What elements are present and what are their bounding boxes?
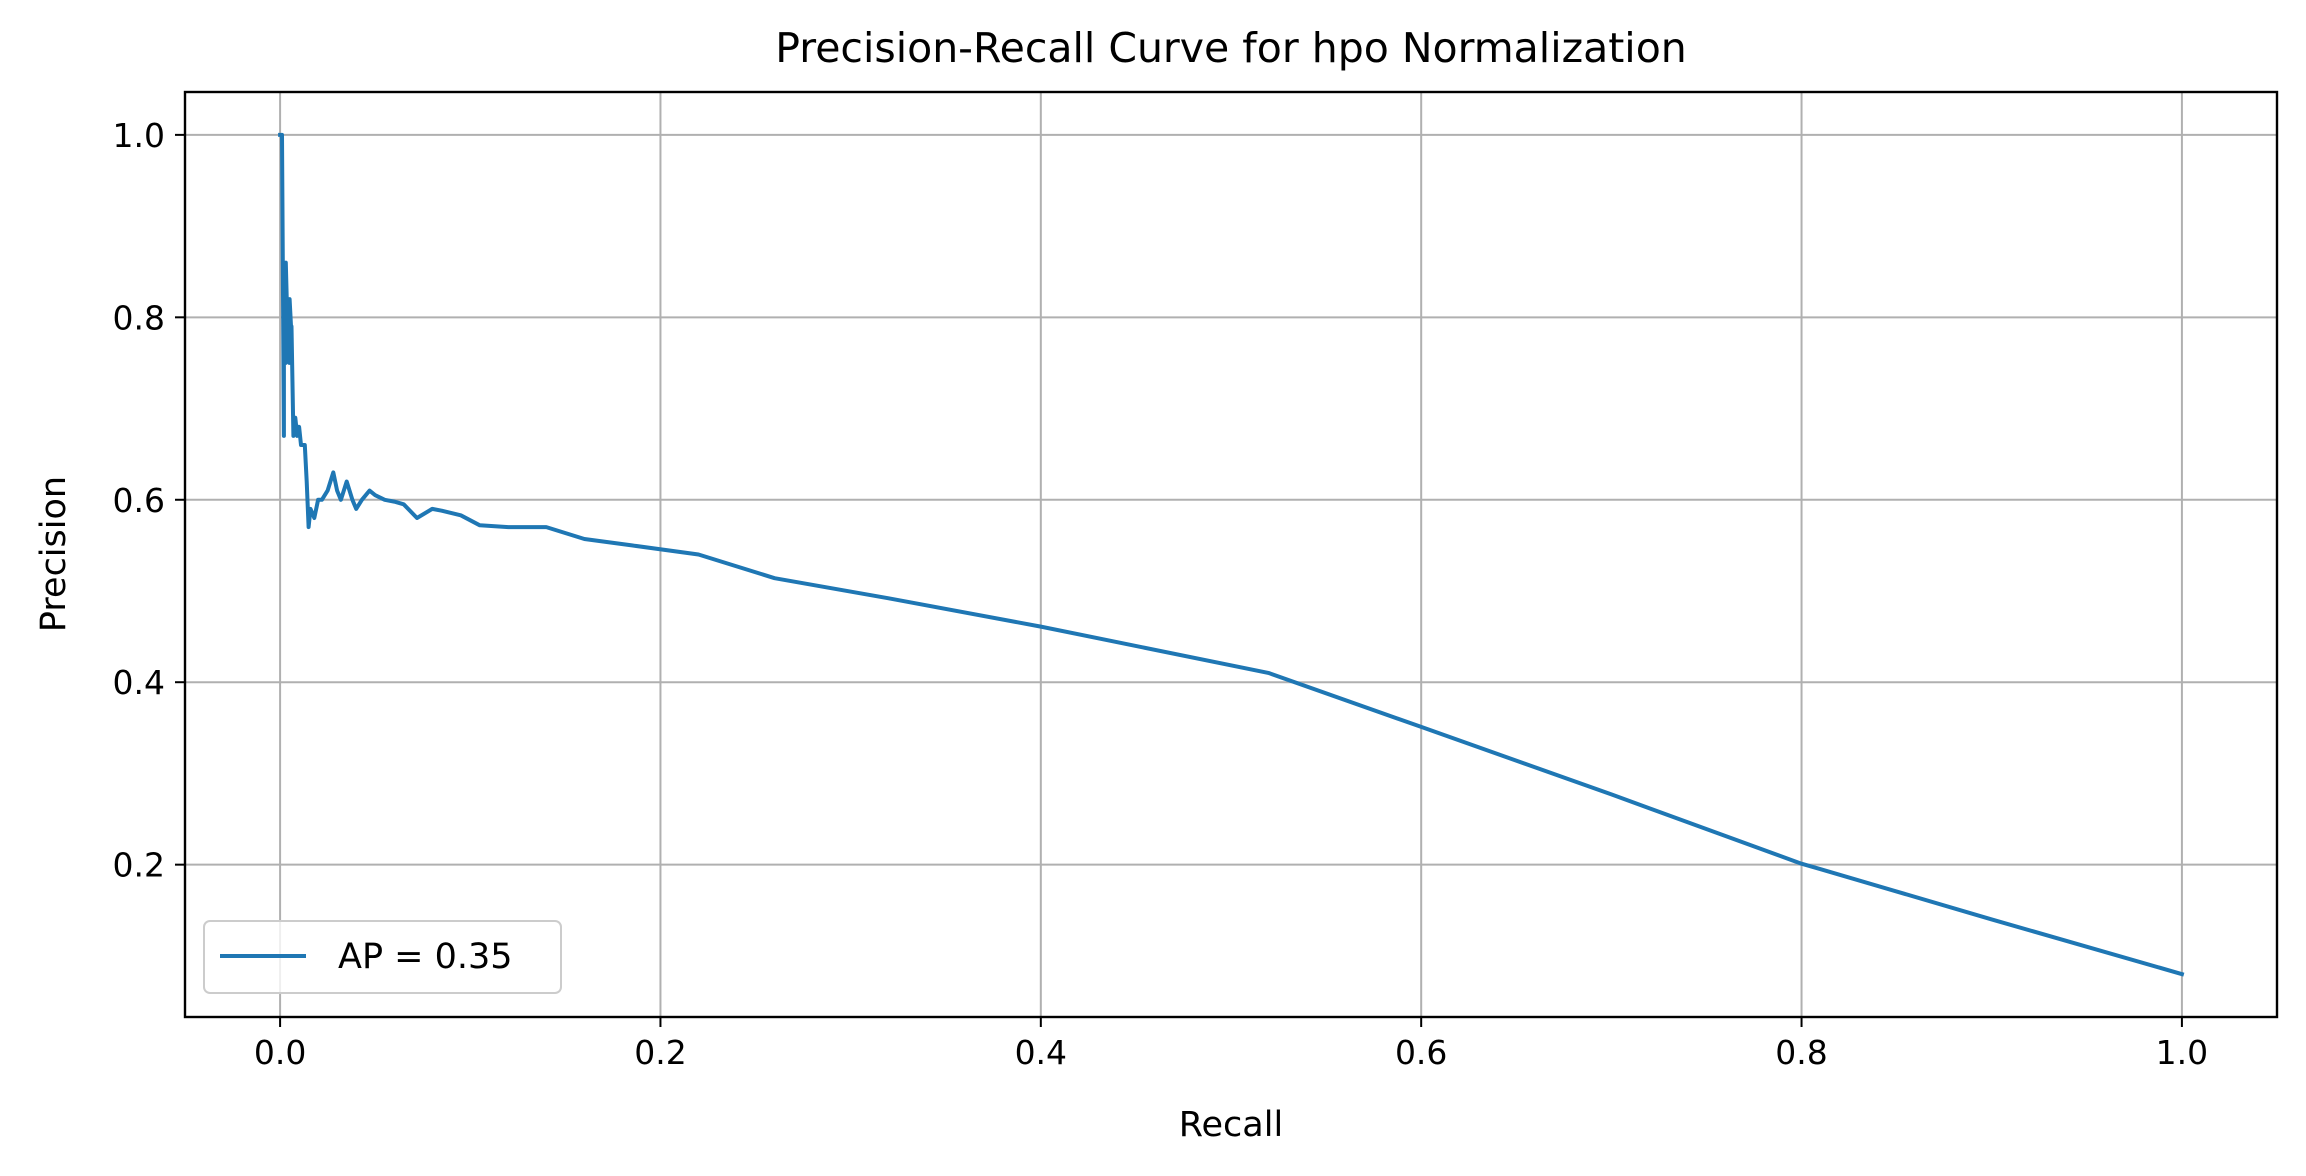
y-tick-label: 0.8	[113, 298, 165, 337]
x-tick-label: 0.8	[1775, 1033, 1827, 1072]
x-tick-label: 1.0	[2156, 1033, 2208, 1072]
y-tick-label: 0.2	[113, 846, 165, 885]
chart-title: Precision-Recall Curve for hpo Normaliza…	[775, 24, 1687, 72]
grid-lines	[185, 92, 2277, 1017]
x-tick-label: 0.6	[1395, 1033, 1447, 1072]
x-axis-label: Recall	[1179, 1105, 1283, 1145]
y-tick-label: 0.6	[113, 481, 165, 520]
legend-box	[203, 920, 562, 994]
y-tick-label: 1.0	[113, 116, 165, 155]
series-line	[278, 132, 2185, 977]
plot-area-frame	[183, 90, 2279, 1019]
x-tick-label: 0.0	[254, 1033, 306, 1072]
series-lines	[278, 132, 2185, 977]
y-axis-label: Precision	[34, 476, 74, 632]
y-tick-label: 0.4	[113, 663, 165, 702]
x-tick-label: 0.4	[1015, 1033, 1067, 1072]
legend-label: AP = 0.35	[338, 937, 513, 977]
axis-ticks: 0.0 0.2 0.4 0.6 0.8 1.0 0.2 0.4 0.6 0.8 1.0	[113, 116, 2209, 1072]
legend: AP = 0.35	[203, 920, 562, 994]
x-tick-label: 0.2	[634, 1033, 686, 1072]
